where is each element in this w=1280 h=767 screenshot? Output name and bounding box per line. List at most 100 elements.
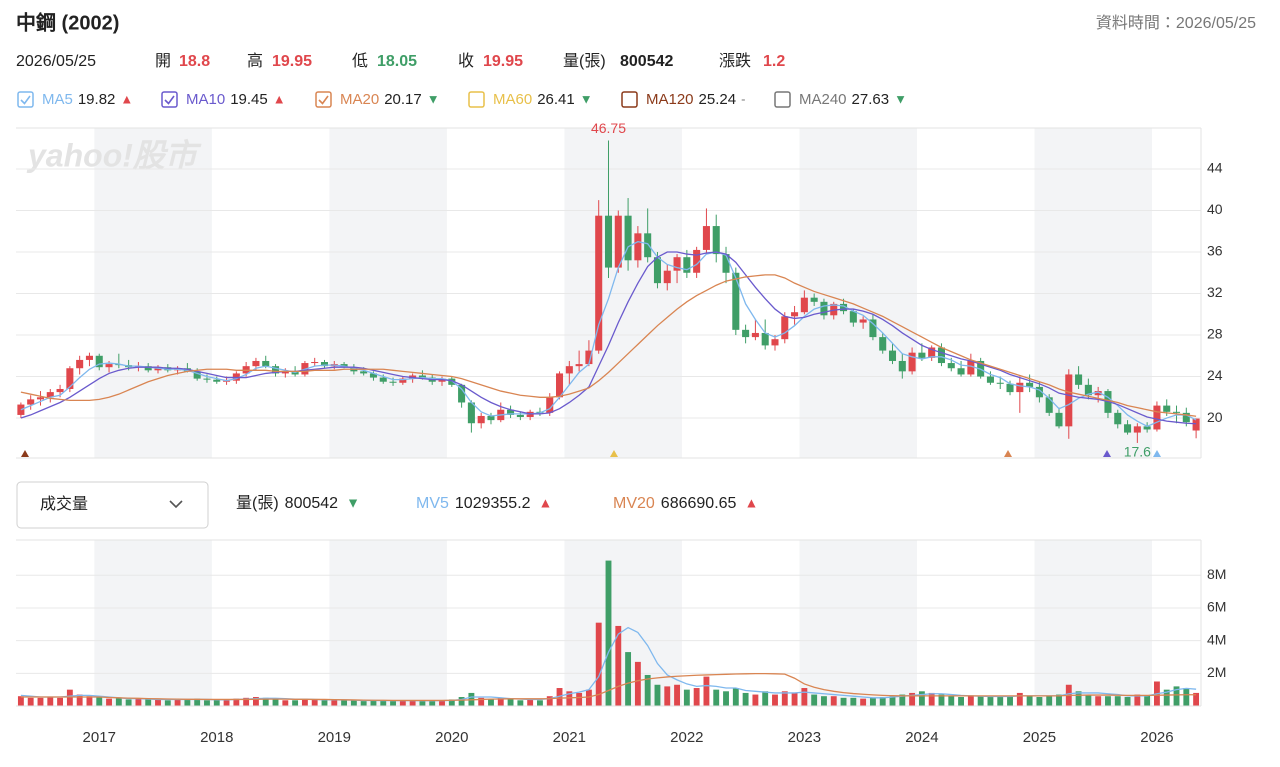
- candle-body: [820, 301, 828, 316]
- candle-body: [360, 371, 368, 374]
- legend-checkbox[interactable]: [468, 91, 485, 108]
- volume-bar: [1016, 692, 1023, 706]
- legend-name[interactable]: MA240: [799, 91, 847, 108]
- x-tick-label: 2022: [670, 729, 703, 746]
- volume-bar: [674, 684, 680, 706]
- volume-bar: [184, 699, 191, 706]
- candle-body: [908, 352, 916, 372]
- indicator-dropdown[interactable]: 成交量: [16, 481, 209, 529]
- legend-checkbox[interactable]: [17, 91, 34, 108]
- volume-bar: [1007, 696, 1013, 706]
- volume-bar: [1036, 697, 1043, 706]
- candle-body: [418, 375, 426, 378]
- candle-body: [262, 360, 270, 367]
- legend-checkbox[interactable]: [161, 91, 178, 108]
- x-tick-label: 2021: [553, 729, 586, 746]
- candle-body: [1026, 382, 1034, 387]
- volume-bar: [918, 691, 925, 706]
- legend-name[interactable]: MA120: [646, 91, 694, 108]
- legend-checkbox[interactable]: [621, 91, 638, 108]
- volume-bar: [233, 698, 240, 706]
- candle-body: [507, 409, 515, 415]
- signal-marker: [1153, 450, 1161, 457]
- y-tick-label: 36: [1207, 243, 1223, 259]
- volume-bar: [213, 699, 220, 706]
- dropdown-chevron[interactable]: [169, 500, 183, 509]
- candle-body: [663, 270, 671, 284]
- legend-check[interactable]: [164, 95, 175, 105]
- candle-body: [516, 414, 524, 418]
- volume-bar: [507, 699, 514, 706]
- volume-bar: [37, 697, 44, 706]
- volume-bar: [1095, 696, 1102, 706]
- quote-label: 開: [155, 53, 171, 70]
- candle-body: [46, 392, 54, 398]
- plot-background: [94, 128, 1153, 706]
- candle-body: [810, 297, 818, 302]
- legend-checkbox[interactable]: [774, 91, 791, 108]
- quote-value: 19.95: [272, 53, 312, 70]
- volume-bar: [634, 661, 641, 706]
- volume-bar: [546, 696, 553, 706]
- volume-bar: [155, 699, 161, 706]
- candle-body: [95, 355, 103, 368]
- year-band: [329, 128, 447, 458]
- volume-bar: [350, 700, 357, 706]
- candle-body: [1192, 418, 1200, 431]
- volume-bar: [1026, 696, 1033, 706]
- volume-bar: [439, 700, 445, 706]
- x-tick-label: 2020: [435, 729, 468, 746]
- volume-bar: [370, 700, 377, 706]
- volume-bar: [889, 696, 896, 706]
- volume-bar: [595, 622, 602, 706]
- legend-value: 26.41: [537, 91, 575, 108]
- candle-body: [565, 366, 573, 374]
- candle-body: [105, 364, 113, 368]
- dropdown-box[interactable]: [16, 481, 209, 529]
- legend-name[interactable]: MA20: [340, 91, 379, 108]
- volume-bar: [899, 694, 906, 706]
- legend-check[interactable]: [20, 95, 31, 105]
- legend-check[interactable]: [318, 95, 329, 105]
- legend-name: MV20: [613, 495, 655, 512]
- year-band: [564, 128, 682, 458]
- volume-bar: [478, 697, 485, 706]
- volume-bar: [458, 697, 465, 706]
- plot-area: [16, 140, 1201, 706]
- year-band: [1034, 540, 1153, 706]
- candle-body: [898, 360, 906, 372]
- legend-name[interactable]: MA10: [186, 91, 225, 108]
- candle-body: [546, 397, 554, 413]
- legend-name[interactable]: MA60: [493, 91, 532, 108]
- volume-bar: [605, 560, 612, 706]
- volume-bar: [488, 699, 494, 706]
- candle-body: [722, 254, 730, 273]
- legend-trend: -: [741, 91, 745, 106]
- volume-bar: [194, 698, 201, 706]
- volume-bar: [821, 696, 827, 706]
- legend-checkbox[interactable]: [315, 91, 332, 108]
- quote-value: 800542: [620, 53, 673, 70]
- volume-bar: [585, 689, 592, 706]
- low-annotation: 17.6: [1124, 444, 1151, 460]
- volume-bar: [801, 688, 808, 706]
- volume-bar: [164, 700, 171, 706]
- year-band: [799, 540, 917, 706]
- volume-bar: [958, 697, 964, 706]
- candle-body: [1153, 405, 1161, 430]
- volume-bar: [791, 692, 798, 706]
- volume-bar: [576, 692, 583, 706]
- volume-bar: [615, 625, 622, 706]
- candle-body: [859, 319, 867, 323]
- dropdown-label[interactable]: 成交量: [40, 495, 88, 513]
- volume-bar: [380, 700, 387, 706]
- volume-bar: [693, 688, 700, 706]
- candle-body: [918, 352, 926, 358]
- candle-body: [604, 215, 613, 268]
- x-tick-label: 2017: [83, 729, 116, 746]
- legend-name[interactable]: MA5: [42, 91, 73, 108]
- update-time: 資料時間：2026/05/25: [1096, 14, 1256, 32]
- volume-bar: [556, 688, 563, 706]
- volume-bar: [732, 688, 739, 706]
